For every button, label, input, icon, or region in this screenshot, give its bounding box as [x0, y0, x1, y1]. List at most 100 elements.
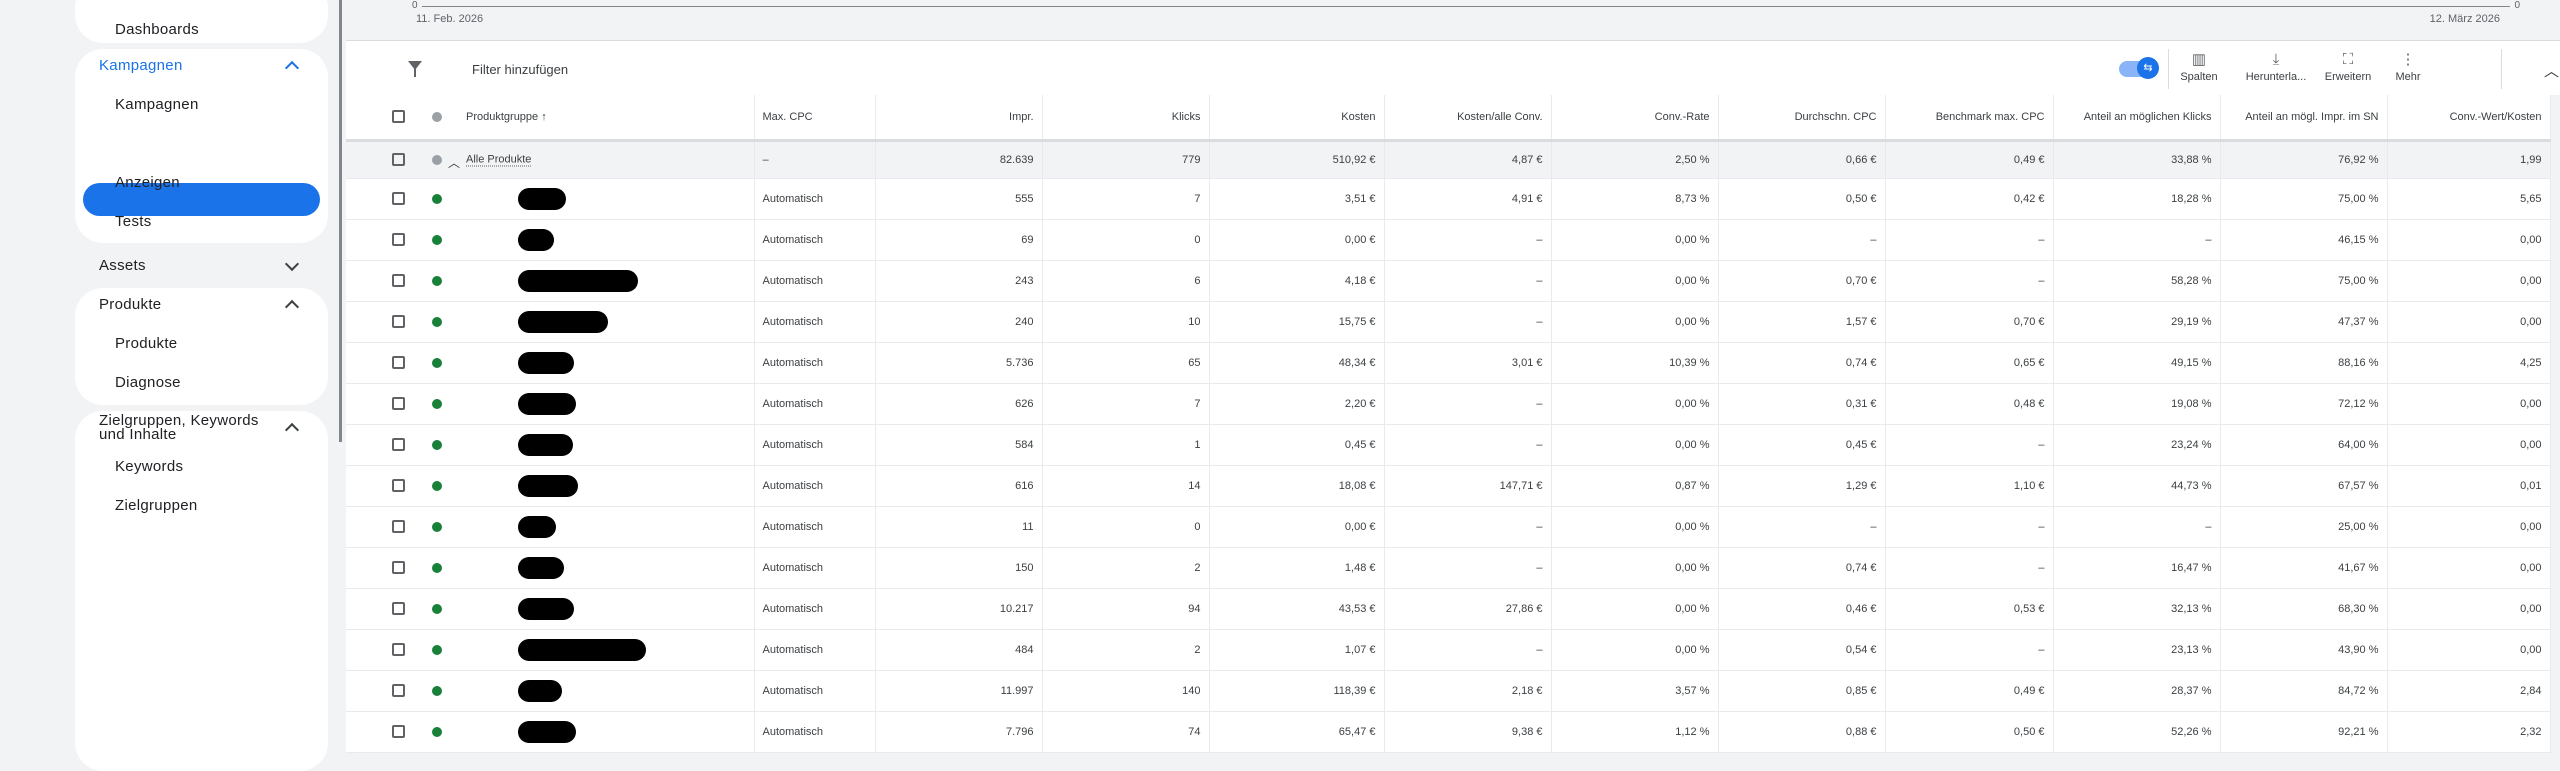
table-row[interactable]: Automatisch 11 0 0,00 € –0,00 % – – –25,00 % 0,0…: [346, 506, 2551, 548]
row-checkbox[interactable]: [392, 519, 405, 533]
cell-cost-per-conv: 3,01 €: [1384, 342, 1552, 384]
nav-group-assets[interactable]: Assets: [99, 257, 146, 274]
table-row[interactable]: Automatisch 616 14 18,08 €147,71 €0,87 % 1,2…: [346, 465, 2551, 507]
row-checkbox[interactable]: [392, 273, 405, 287]
row-checkbox[interactable]: [392, 437, 405, 451]
column-header-conv-value-cost[interactable]: Conv.-Wert/Kosten: [2387, 95, 2551, 142]
cell-max-cpc[interactable]: Automatisch: [754, 342, 876, 384]
column-header-cost[interactable]: Kosten: [1209, 95, 1385, 142]
row-checkbox[interactable]: [392, 478, 405, 492]
nav-item-anzeigen[interactable]: Anzeigen: [115, 174, 180, 191]
status-dot: [432, 154, 442, 165]
column-header-benchmark-max-cpc[interactable]: Benchmark max. CPC: [1885, 95, 2054, 142]
nav-item-anzeigengruppen-active[interactable]: [83, 183, 320, 216]
redacted-product-name: [518, 597, 574, 620]
cell-click-share: 52,26 %: [2053, 711, 2221, 753]
column-header-cost-per-conv[interactable]: Kosten/alle Conv.: [1384, 95, 1552, 142]
row-checkbox[interactable]: [392, 314, 405, 328]
nav-item-tests[interactable]: Tests: [115, 213, 152, 230]
nav-item-produkte[interactable]: Produkte: [115, 335, 178, 352]
row-checkbox[interactable]: [392, 191, 405, 205]
nav-item-keywords[interactable]: Keywords: [115, 458, 184, 475]
column-header-avg-cpc[interactable]: Durchschn. CPC: [1718, 95, 1886, 142]
table-row[interactable]: Automatisch 484 2 1,07 € –0,00 % 0,54 € –23,13…: [346, 629, 2551, 671]
filter-icon[interactable]: [408, 61, 422, 77]
cell-max-cpc[interactable]: Automatisch: [754, 301, 876, 343]
table-row[interactable]: Automatisch 626 7 2,20 € –0,00 % 0,31 €0,48 €…: [346, 383, 2551, 425]
column-header-impr-share[interactable]: Anteil an mögl. Impr. im SN: [2220, 95, 2388, 142]
column-header-click-share[interactable]: Anteil an möglichen Klicks: [2053, 95, 2221, 142]
nav-item-kampagnen[interactable]: Kampagnen: [115, 96, 199, 113]
nav-group-zielgruppen[interactable]: Zielgruppen, Keywords und Inhalte: [99, 412, 259, 443]
collapse-caret-icon[interactable]: ︿: [448, 155, 461, 170]
table-row[interactable]: Automatisch 555 7 3,51 €4,91 €8,73 % 0,50 €0…: [346, 178, 2551, 220]
cell-max-cpc: –: [754, 140, 876, 179]
cell-produktgruppe: [346, 629, 755, 671]
cell-click-share: 19,08 %: [2053, 383, 2221, 425]
column-header-max-cpc[interactable]: Max. CPC: [754, 95, 876, 142]
cell-max-cpc[interactable]: Automatisch: [754, 547, 876, 589]
sidebar-scrollbar[interactable]: [339, 0, 342, 442]
cell-benchmark-max-cpc: –: [1885, 260, 2054, 302]
table-row[interactable]: Automatisch 150 2 1,48 € –0,00 % 0,74 € –16,47…: [346, 547, 2551, 589]
column-header-produktgruppe[interactable]: Produktgruppe ↑: [346, 95, 755, 142]
table-row[interactable]: Automatisch 7.796 74 65,47 €9,38 €1,12 % 0,8…: [346, 711, 2551, 753]
row-checkbox[interactable]: [392, 601, 405, 615]
table-row[interactable]: Automatisch 10.217 94 43,53 €27,86 €0,00 % 0…: [346, 588, 2551, 630]
row-checkbox[interactable]: [392, 355, 405, 369]
toggle-knob-icon[interactable]: ⇆: [2137, 57, 2159, 79]
nav-group-kampagnen[interactable]: Kampagnen: [99, 57, 183, 74]
cell-produktgruppe: [346, 260, 755, 302]
cell-max-cpc[interactable]: Automatisch: [754, 629, 876, 671]
table-row[interactable]: Automatisch 584 1 0,45 € –0,00 % 0,45 € –23,24…: [346, 424, 2551, 466]
cell-avg-cpc: 1,57 €: [1718, 301, 1886, 343]
cell-max-cpc[interactable]: Automatisch: [754, 178, 876, 220]
nav-item-anzeigengruppen[interactable]: Anzeigengruppen: [115, 135, 247, 152]
row-checkbox[interactable]: [392, 560, 405, 574]
table-row[interactable]: Automatisch 69 0 0,00 € –0,00 % – – –46,15 % 0,0…: [346, 219, 2551, 261]
nav-item-dashboards[interactable]: Dashboards: [115, 21, 199, 38]
column-header-conv-rate[interactable]: Conv.-Rate: [1551, 95, 1719, 142]
row-checkbox[interactable]: [392, 232, 405, 246]
cell-max-cpc[interactable]: Automatisch: [754, 424, 876, 466]
table-row[interactable]: Automatisch 11.997 140 118,39 €2,18 €3,57 %…: [346, 670, 2551, 712]
cell-max-cpc[interactable]: Automatisch: [754, 670, 876, 712]
cell-max-cpc[interactable]: Automatisch: [754, 383, 876, 425]
row-checkbox[interactable]: [392, 642, 405, 656]
cell-conv-rate: 10,39 %: [1551, 342, 1719, 384]
table-row[interactable]: Automatisch 243 6 4,18 € –0,00 % 0,70 € –58,28…: [346, 260, 2551, 302]
row-checkbox[interactable]: [392, 396, 405, 410]
table-row[interactable]: Automatisch 240 10 15,75 € –0,00 % 1,57 €0,70…: [346, 301, 2551, 343]
download-button[interactable]: ⤓ Herunterla...: [2241, 51, 2311, 83]
cell-cost: 48,34 €: [1209, 342, 1385, 384]
cell-max-cpc[interactable]: Automatisch: [754, 260, 876, 302]
cell-max-cpc[interactable]: Automatisch: [754, 588, 876, 630]
columns-button[interactable]: ▥ Spalten: [2164, 51, 2234, 83]
add-filter-button[interactable]: Filter hinzufügen: [472, 62, 569, 77]
column-header-clicks[interactable]: Klicks: [1042, 95, 1210, 142]
column-header-impressions[interactable]: Impr.: [875, 95, 1043, 142]
status-enabled-dot: [432, 480, 442, 491]
select-all-checkbox[interactable]: [392, 109, 405, 123]
cell-max-cpc[interactable]: Automatisch: [754, 506, 876, 548]
expand-button[interactable]: ⛶ Erweitern: [2313, 51, 2383, 83]
nav-card-dashboards: [75, 0, 328, 43]
table-row[interactable]: Automatisch 5.736 65 48,34 €3,01 €10,39 % 0,…: [346, 342, 2551, 384]
chevron-down-icon[interactable]: [284, 256, 300, 272]
cell-produktgruppe: [346, 383, 755, 425]
cell-max-cpc[interactable]: Automatisch: [754, 219, 876, 261]
nav-group-produkte[interactable]: Produkte: [99, 296, 162, 313]
row-checkbox[interactable]: [392, 152, 405, 166]
cell-benchmark-max-cpc: 0,70 €: [1885, 301, 2054, 343]
cell-click-share: 33,88 %: [2053, 140, 2221, 179]
row-checkbox[interactable]: [392, 683, 405, 697]
cell-impr-share: 41,67 %: [2220, 547, 2388, 589]
row-checkbox[interactable]: [392, 724, 405, 738]
all-products-link[interactable]: Alle Produkte: [466, 153, 532, 166]
nav-item-zielgruppen[interactable]: Zielgruppen: [115, 497, 198, 514]
cell-max-cpc[interactable]: Automatisch: [754, 711, 876, 753]
nav-item-diagnose[interactable]: Diagnose: [115, 374, 181, 391]
collapse-icon[interactable]: ︿: [2544, 63, 2560, 80]
more-button[interactable]: ⋮ Mehr: [2373, 51, 2443, 83]
cell-max-cpc[interactable]: Automatisch: [754, 465, 876, 507]
